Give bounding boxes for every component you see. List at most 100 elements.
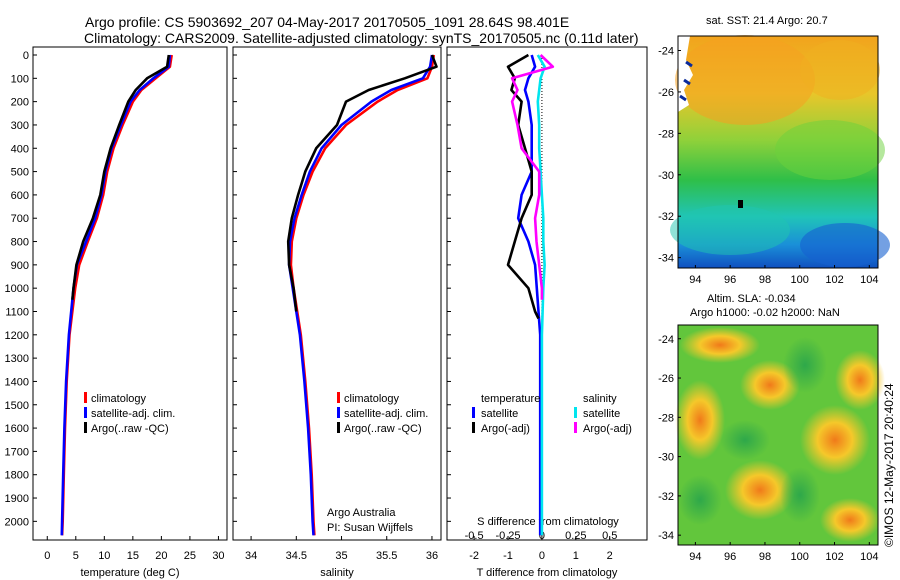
x-tick-label: 34.5 bbox=[286, 550, 307, 562]
x-tick-label: 30 bbox=[212, 550, 224, 562]
depth-tick-label: 800 bbox=[11, 237, 29, 249]
legend-swatch bbox=[472, 407, 475, 418]
map-y-tick-label: -26 bbox=[658, 87, 674, 99]
legend-swatch bbox=[84, 407, 87, 418]
depth-tick-label: 0 bbox=[23, 50, 29, 62]
depth-tick-label: 1100 bbox=[5, 306, 29, 318]
depth-tick-label: 200 bbox=[11, 97, 29, 109]
x-tick-label: 5 bbox=[73, 550, 79, 562]
x-tick-label: 15 bbox=[127, 550, 139, 562]
map-x-tick-label: 104 bbox=[860, 274, 878, 286]
x-tick-label: 35.5 bbox=[376, 550, 397, 562]
map-y-tick-label: -28 bbox=[658, 412, 674, 424]
series-line-0-2 bbox=[71, 54, 171, 300]
legend-swatch bbox=[337, 407, 340, 418]
legend-label: climatology bbox=[344, 393, 400, 405]
map-x-tick-label: 94 bbox=[689, 274, 701, 286]
sst-map bbox=[670, 35, 890, 269]
map-x-tick-label: 102 bbox=[825, 274, 843, 286]
legend-header-temperature: temperature bbox=[481, 393, 540, 405]
depth-tick-label: 1300 bbox=[5, 353, 29, 365]
s-difference-label: S difference from climatology bbox=[477, 516, 619, 528]
series-line-1-1 bbox=[287, 54, 434, 536]
series-line-0-1 bbox=[60, 54, 172, 536]
map-x-tick-label: 98 bbox=[759, 551, 771, 563]
legend-label: satellite-adj. clim. bbox=[91, 408, 175, 420]
map-x-tick-label: 96 bbox=[724, 551, 736, 563]
title-line-1: Argo profile: CS 5903692_207 04-May-2017… bbox=[85, 14, 570, 30]
map-y-tick-label: -32 bbox=[658, 211, 674, 223]
map-x-tick-label: 100 bbox=[791, 274, 809, 286]
map-y-tick-label: -28 bbox=[658, 128, 674, 140]
depth-tick-label: 500 bbox=[11, 167, 29, 179]
depth-tick-label: 600 bbox=[11, 190, 29, 202]
depth-tick-label: 2000 bbox=[5, 516, 29, 528]
sla-map-title-2: Argo h1000: -0.02 h2000: NaN bbox=[690, 307, 840, 319]
sst-map-title: sat. SST: 21.4 Argo: 20.7 bbox=[706, 15, 828, 27]
map-x-tick-label: 98 bbox=[759, 274, 771, 286]
x-tick-label: 2 bbox=[607, 550, 613, 562]
legend-swatch bbox=[337, 422, 340, 433]
depth-tick-label: 1000 bbox=[5, 283, 29, 295]
series-line-2-3 bbox=[510, 54, 555, 300]
s-tick-label: 0.5 bbox=[602, 530, 617, 542]
x-tick-label: 0 bbox=[44, 550, 50, 562]
legend-label: satellite-adj. clim. bbox=[344, 408, 428, 420]
depth-tick-label: 300 bbox=[11, 120, 29, 132]
x-tick-label: 34 bbox=[245, 550, 257, 562]
legend-swatch bbox=[84, 392, 87, 403]
legend-label: climatology bbox=[91, 393, 147, 405]
map-x-tick-label: 96 bbox=[724, 274, 736, 286]
temperature-panel-frame bbox=[32, 46, 228, 541]
x-axis-label-1: salinity bbox=[320, 567, 354, 579]
map-y-tick-label: -26 bbox=[658, 373, 674, 385]
x-tick-label: 10 bbox=[98, 550, 110, 562]
depth-tick-label: 700 bbox=[11, 213, 29, 225]
depth-tick-label: 100 bbox=[11, 73, 29, 85]
map-y-tick-label: -34 bbox=[658, 253, 674, 265]
legend-header-salinity: salinity bbox=[583, 393, 617, 405]
s-tick-label: -0.5 bbox=[465, 530, 484, 542]
legend-label: Argo(-adj) bbox=[583, 423, 632, 435]
s-tick-label: 0 bbox=[539, 530, 545, 542]
x-tick-label: 1 bbox=[573, 550, 579, 562]
x-tick-label: 0 bbox=[539, 550, 545, 562]
legend-label: Argo(..raw -QC) bbox=[91, 423, 169, 435]
depth-tick-label: 1400 bbox=[5, 376, 29, 388]
difference-panel-frame bbox=[446, 46, 648, 541]
x-tick-label: -2 bbox=[469, 550, 479, 562]
map-y-tick-label: -30 bbox=[658, 452, 674, 464]
x-tick-label: 25 bbox=[184, 550, 196, 562]
map-y-tick-label: -24 bbox=[658, 46, 674, 58]
x-tick-label: -1 bbox=[503, 550, 513, 562]
x-tick-label: 35 bbox=[335, 550, 347, 562]
depth-tick-label: 400 bbox=[11, 143, 29, 155]
x-axis-label-2: T difference from climatology bbox=[477, 567, 618, 579]
legend-swatch bbox=[472, 422, 475, 433]
salinity-panel-frame bbox=[232, 46, 442, 541]
map-x-tick-label: 100 bbox=[791, 551, 809, 563]
map-y-tick-label: -34 bbox=[658, 530, 674, 542]
depth-tick-label: 1600 bbox=[5, 423, 29, 435]
credit-line-1: Argo Australia bbox=[327, 507, 396, 519]
s-tick-label: 0.25 bbox=[565, 530, 586, 542]
x-tick-label: 20 bbox=[155, 550, 167, 562]
depth-tick-label: 1200 bbox=[5, 330, 29, 342]
depth-tick-label: 1800 bbox=[5, 470, 29, 482]
s-tick-label: -0.25 bbox=[495, 530, 520, 542]
sla-map-title-1: Altim. SLA: -0.034 bbox=[707, 293, 796, 305]
depth-tick-label: 1500 bbox=[5, 400, 29, 412]
map-y-tick-label: -30 bbox=[658, 170, 674, 182]
map-y-tick-label: -32 bbox=[658, 491, 674, 503]
x-axis-label-0: temperature (deg C) bbox=[80, 567, 179, 579]
legend-label: Argo(..raw -QC) bbox=[344, 423, 422, 435]
series-line-2-2 bbox=[536, 54, 546, 536]
sla-map bbox=[675, 324, 885, 546]
timestamp-stamp: ©IMOS 12-May-2017 20:40:24 bbox=[882, 383, 896, 547]
depth-tick-label: 900 bbox=[11, 260, 29, 272]
map-x-tick-label: 104 bbox=[860, 551, 878, 563]
depth-tick-label: 1700 bbox=[5, 446, 29, 458]
series-line-2-0 bbox=[516, 54, 542, 536]
title-line-2: Climatology: CARS2009. Satellite-adjuste… bbox=[84, 30, 639, 46]
